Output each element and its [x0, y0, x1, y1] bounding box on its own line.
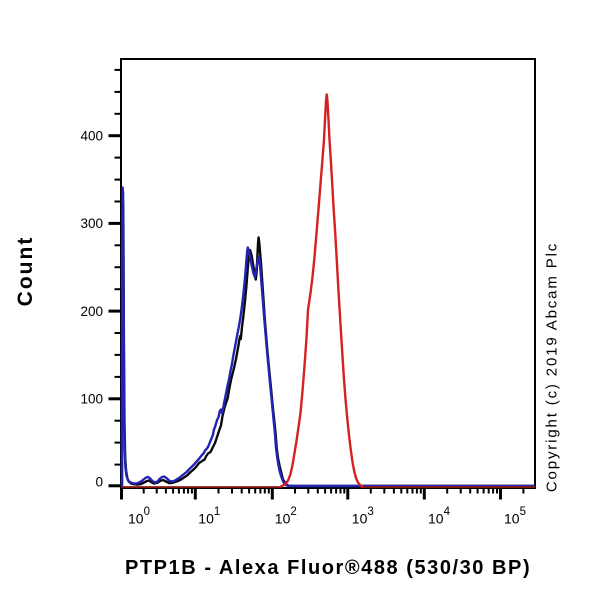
svg-text:0: 0 — [95, 474, 103, 489]
svg-text:200: 200 — [80, 304, 103, 319]
svg-text:PTP1B - Alexa Fluor®488 (530/3: PTP1B - Alexa Fluor®488 (530/30 BP) — [125, 557, 531, 579]
svg-text:400: 400 — [80, 129, 103, 144]
svg-text:100: 100 — [80, 392, 103, 407]
svg-text:Copyright (c) 2019 Abcam Plc: Copyright (c) 2019 Abcam Plc — [544, 242, 561, 492]
svg-text:Count: Count — [14, 236, 37, 307]
svg-text:300: 300 — [80, 216, 103, 231]
